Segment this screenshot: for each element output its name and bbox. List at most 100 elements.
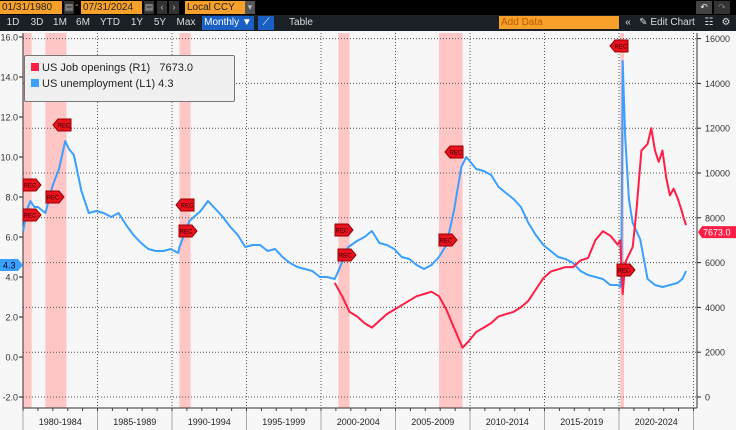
right-tick-label: 10000 bbox=[705, 169, 730, 179]
prev-period-button[interactable]: ‹ bbox=[157, 1, 167, 14]
value-badge-text: 7673.0 bbox=[703, 228, 731, 238]
range-1m[interactable]: 1M bbox=[53, 17, 67, 28]
pencil-icon: ✎ bbox=[639, 17, 648, 28]
chart-toolbar: 1D 3D 1M 6M YTD 1Y 5Y Max Monthly ▼ ⟋ Ta… bbox=[0, 15, 736, 31]
rec-label: REC bbox=[181, 204, 194, 210]
line-chart-icon[interactable]: ⟋ bbox=[258, 16, 274, 30]
range-1d[interactable]: 1D bbox=[6, 17, 20, 28]
recession-band bbox=[179, 33, 191, 408]
end-date-input[interactable]: 07/31/2024 bbox=[81, 1, 142, 14]
recession-marker: REC bbox=[616, 263, 636, 277]
right-tick-label: 4000 bbox=[705, 303, 725, 313]
rec-label: REC bbox=[47, 196, 60, 202]
table-button[interactable]: Table bbox=[289, 17, 313, 28]
value-badge bbox=[0, 259, 23, 271]
recession-marker: REC bbox=[609, 39, 629, 53]
left-tick-label: 16.0 bbox=[0, 33, 18, 43]
range-6m[interactable]: 6M bbox=[76, 17, 90, 28]
left-tick-label: 14.0 bbox=[0, 73, 18, 83]
redo-button[interactable]: ↷ bbox=[714, 1, 730, 14]
right-tick-label: 12000 bbox=[705, 124, 730, 134]
unemployment-line bbox=[22, 60, 688, 288]
rec-label: REC bbox=[24, 184, 37, 190]
range-3d[interactable]: 3D bbox=[30, 17, 44, 28]
range-max[interactable]: Max bbox=[176, 17, 196, 28]
chart-area: 16000 14000 12000 10000 8000 6000 4000 2000 0 16.… bbox=[0, 31, 736, 430]
recession-marker: REC bbox=[22, 178, 42, 192]
range-5y[interactable]: 5Y bbox=[153, 17, 167, 28]
edit-chart-button[interactable]: ✎ Edit Chart bbox=[636, 16, 698, 30]
left-tick-label: 12.0 bbox=[0, 113, 18, 123]
rec-flag bbox=[22, 208, 42, 222]
currency-select[interactable]: Local CCY bbox=[185, 1, 245, 14]
x-tick-label: 2005-2009 bbox=[411, 417, 454, 427]
range-1y[interactable]: 1Y bbox=[130, 17, 144, 28]
recession-marker: REC bbox=[444, 145, 464, 159]
left-tick-label: 4.0 bbox=[5, 273, 18, 283]
x-tick-label: 2020-2024 bbox=[635, 417, 678, 427]
right-last-value-label: 7673.0 bbox=[698, 226, 736, 239]
left-tick-label: 2.0 bbox=[5, 313, 18, 323]
legend-swatch bbox=[31, 63, 39, 71]
rec-flag bbox=[334, 223, 354, 237]
value-badge bbox=[698, 226, 736, 239]
x-tick-label: 1990-1994 bbox=[188, 417, 231, 427]
rec-flag bbox=[337, 248, 357, 262]
right-tick-label: 0 bbox=[705, 393, 710, 403]
chevron-down-icon[interactable]: ▾ bbox=[245, 1, 255, 14]
recession-marker: REC bbox=[175, 198, 195, 212]
left-tick-label: 10.0 bbox=[0, 153, 18, 163]
left-tick-label: 0.0 bbox=[5, 353, 18, 363]
chart-settings-icon[interactable]: ☷ bbox=[704, 17, 714, 28]
add-data-input[interactable]: Add Data bbox=[499, 16, 619, 29]
legend[interactable]: US Job openings (R1) 7673.0 US unemploym… bbox=[24, 55, 235, 102]
calendar-icon[interactable]: ▤ bbox=[64, 1, 74, 14]
rec-label: REC bbox=[440, 239, 453, 245]
recession-marker: REC bbox=[438, 233, 458, 247]
legend-item-job-openings: US Job openings (R1) 7673.0 bbox=[31, 60, 234, 76]
gear-icon[interactable]: ⚙ bbox=[721, 17, 731, 28]
rec-label: REC bbox=[339, 254, 352, 260]
frequency-select[interactable]: Monthly ▼ bbox=[202, 16, 254, 30]
start-date-input[interactable]: 01/31/1980 bbox=[0, 1, 62, 14]
left-last-value-label: 4.3 bbox=[0, 259, 23, 271]
recession-marker: REC bbox=[178, 224, 198, 238]
value-badge-text: 4.3 bbox=[3, 261, 16, 271]
right-tick-label: 8000 bbox=[705, 213, 725, 223]
recession-marker: REC bbox=[52, 118, 72, 132]
left-tick-label: 8.0 bbox=[5, 193, 18, 203]
rec-flag bbox=[22, 178, 42, 192]
rec-flag bbox=[616, 263, 636, 277]
rec-flag bbox=[178, 224, 198, 238]
recession-band bbox=[338, 33, 350, 408]
legend-value: 7673.0 bbox=[159, 62, 194, 74]
legend-swatch bbox=[31, 79, 39, 87]
range-ytd[interactable]: YTD bbox=[100, 17, 120, 28]
legend-label: US Job openings (R1) bbox=[42, 62, 151, 74]
rec-label: REC bbox=[450, 151, 463, 157]
next-period-button[interactable]: › bbox=[169, 1, 179, 14]
calendar-icon[interactable]: ▤ bbox=[144, 1, 154, 14]
x-tick-label: 1985-1989 bbox=[113, 417, 156, 427]
right-tick-label: 2000 bbox=[705, 348, 725, 358]
recession-marker: REC bbox=[337, 248, 357, 262]
rec-flag bbox=[609, 39, 629, 53]
job-openings-line bbox=[333, 127, 688, 349]
right-tick-label: 14000 bbox=[705, 79, 730, 89]
legend-value: 4.3 bbox=[158, 78, 174, 90]
undo-button[interactable]: ↶ bbox=[696, 1, 712, 14]
date-range-bar: 01/31/1980 ▤ - 07/31/2024 ▤ ‹ › Local CC… bbox=[0, 0, 736, 15]
rec-flag bbox=[52, 118, 72, 132]
rec-flag bbox=[438, 233, 458, 247]
rec-flag bbox=[444, 145, 464, 159]
recession-marker: REC bbox=[22, 208, 42, 222]
legend-label: US unemployment (L1) bbox=[42, 78, 156, 90]
rec-flag bbox=[175, 198, 195, 212]
left-tick-label: -2.0 bbox=[2, 393, 18, 403]
date-separator: - bbox=[75, 0, 79, 11]
x-tick-label: 2015-2019 bbox=[560, 417, 603, 427]
recession-band bbox=[438, 33, 463, 408]
collapse-icon[interactable]: « bbox=[625, 17, 631, 28]
x-tick-label: 2010-2014 bbox=[486, 417, 529, 427]
rec-label: REC bbox=[618, 269, 631, 275]
